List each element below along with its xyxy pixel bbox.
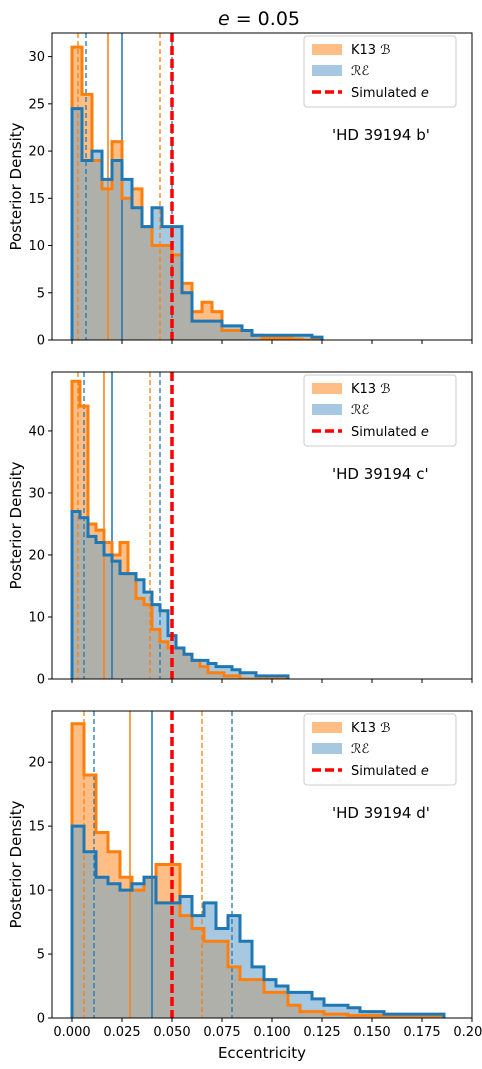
x-tick-label: 0.125 xyxy=(303,1025,340,1040)
y-axis-title: Posterior Density xyxy=(7,122,25,250)
re-step-outline xyxy=(70,107,324,340)
legend-re-swatch xyxy=(312,65,342,76)
legend-sim-label-var: e xyxy=(421,425,429,440)
y-tick-label: 10 xyxy=(28,610,45,625)
x-tick-label: 0.075 xyxy=(203,1025,240,1040)
x-tick-label: 0.050 xyxy=(153,1025,190,1040)
y-tick-label: 15 xyxy=(28,192,45,207)
y-tick-label: 10 xyxy=(28,239,45,254)
y-tick-label: 5 xyxy=(37,948,45,963)
axes-frame xyxy=(51,710,473,1019)
y-tick-label: 20 xyxy=(28,756,45,771)
x-tick-label: 0.100 xyxy=(253,1025,290,1040)
legend-sim-label-var: e xyxy=(421,86,429,101)
x-tick-label: 0.200 xyxy=(453,1025,482,1040)
figure-title: e = 0.05 xyxy=(218,8,300,30)
legend-sim-label: Simulated e xyxy=(351,86,429,101)
re-step-outline xyxy=(70,824,446,1018)
y-tick-label: 40 xyxy=(28,424,45,439)
legend-k13-label: K13 ℬ xyxy=(351,43,390,58)
k13-step-outline xyxy=(70,379,288,679)
panel-1: 0 5 10 15 20 25 30 Posterior Density K13 ℬ ℛℰ Simu… xyxy=(7,32,473,349)
x-tick-label: 0.025 xyxy=(103,1025,140,1040)
planet-annotation: 'HD 39194 c' xyxy=(332,465,429,483)
legend-k13-label: K13 ℬ xyxy=(351,382,390,397)
y-tick-label: 30 xyxy=(28,50,45,65)
planet-annotation: 'HD 39194 d' xyxy=(332,804,430,822)
x-tick-label: 0.000 xyxy=(53,1025,90,1040)
legend-sim-label: Simulated e xyxy=(351,764,429,779)
planet-annotation: 'HD 39194 b' xyxy=(332,126,430,144)
y-tick-label: 30 xyxy=(28,486,45,501)
y-tick-label: 20 xyxy=(28,145,45,160)
plot-area xyxy=(70,711,446,1018)
legend-sim-label: Simulated e xyxy=(351,425,429,440)
legend-k13-swatch xyxy=(312,44,342,55)
legend-re-swatch xyxy=(312,404,342,415)
y-tick-label: 20 xyxy=(28,548,45,563)
legend-k13-swatch xyxy=(312,383,342,394)
legend-re-swatch xyxy=(312,743,342,754)
legend-sim-label-var: e xyxy=(421,764,429,779)
legend-k13-swatch xyxy=(312,722,342,733)
panel-2: 0 10 20 30 40 Posterior Density K13 ℬ ℛℰ Simulat… xyxy=(7,371,473,688)
figure-title-var: e xyxy=(218,8,230,30)
plot-area xyxy=(70,33,324,340)
y-axis-title: Posterior Density xyxy=(7,461,25,589)
plot-area xyxy=(70,372,290,679)
legend-re-label: ℛℰ xyxy=(351,403,369,418)
axes-frame xyxy=(51,32,473,341)
legend-k13-label: K13 ℬ xyxy=(351,721,390,736)
y-tick-label: 0 xyxy=(37,334,45,349)
y-tick-label: 10 xyxy=(28,884,45,899)
axes-frame xyxy=(51,371,473,680)
y-tick-label: 5 xyxy=(37,286,45,301)
x-tick-label: 0.150 xyxy=(353,1025,390,1040)
legend-re-label: ℛℰ xyxy=(351,742,369,757)
overlap-fill xyxy=(72,826,444,1018)
legend-re-label: ℛℰ xyxy=(351,64,369,79)
y-tick-label: 0 xyxy=(37,673,45,688)
k13-step-outline xyxy=(70,722,446,1018)
overlap-fill xyxy=(72,511,288,679)
re-step-outline xyxy=(70,510,290,679)
overlap-fill xyxy=(72,108,322,340)
y-tick-label: 15 xyxy=(28,820,45,835)
panel-3: 0 5 10 15 20 0.000 0.025 0.050 0.075 0.100 0.125 0.… xyxy=(7,710,482,1040)
figure-title-rest: = 0.05 xyxy=(230,8,300,30)
x-axis-title: Eccentricity xyxy=(218,1044,306,1062)
y-tick-label: 25 xyxy=(28,97,45,112)
x-tick-label: 0.175 xyxy=(403,1025,440,1040)
y-axis-title: Posterior Density xyxy=(7,800,25,928)
y-tick-label: 0 xyxy=(37,1012,45,1027)
